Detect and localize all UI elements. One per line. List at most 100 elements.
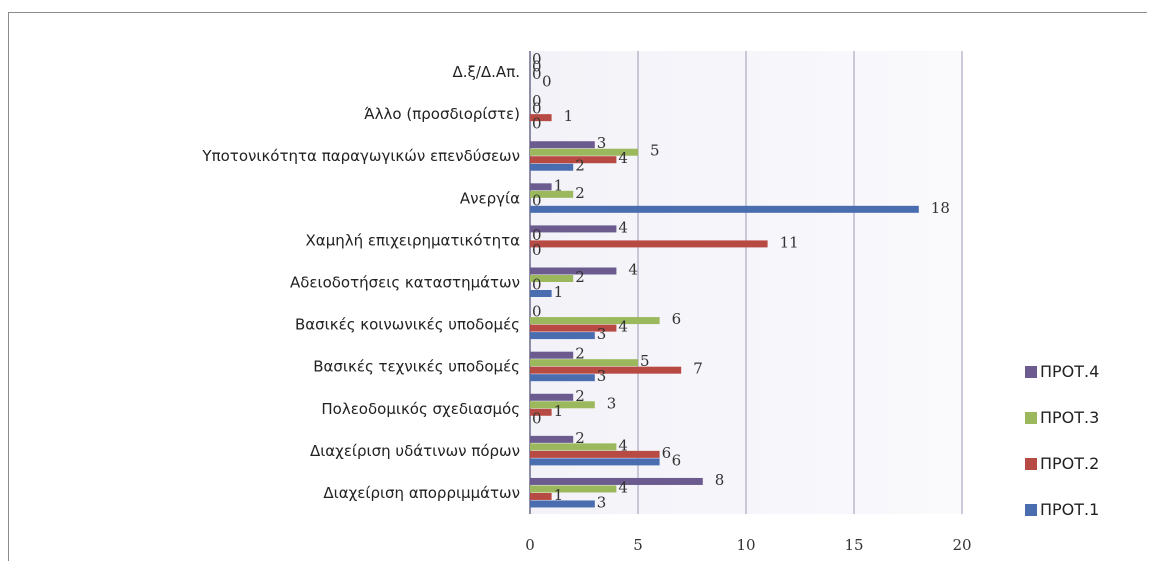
bar <box>530 141 595 149</box>
data-label: 2 <box>575 157 585 175</box>
data-label: 0 <box>532 50 542 68</box>
legend-label: ΠΡΟΤ.4 <box>1040 362 1099 381</box>
legend-entry: ΠΡΟΤ.2 <box>1025 454 1099 473</box>
category-label: Αδειοδοτήσεις καταστημάτων <box>290 274 520 292</box>
category-label: Ανεργία <box>460 189 520 207</box>
bar <box>530 205 919 213</box>
data-label: 0 <box>532 65 542 83</box>
data-label: 0 <box>542 73 552 91</box>
bar <box>530 458 660 466</box>
bar <box>530 351 574 359</box>
data-label: 2 <box>575 387 585 405</box>
bar <box>530 275 574 282</box>
bar <box>530 332 595 340</box>
bar <box>530 225 617 233</box>
data-label: 4 <box>618 149 628 167</box>
data-label: 5 <box>650 142 660 160</box>
data-label: 7 <box>693 360 703 378</box>
legend-label: ΠΡΟΤ.2 <box>1040 454 1099 473</box>
bar <box>530 190 574 198</box>
bar <box>530 443 617 451</box>
bar <box>530 183 552 191</box>
bar <box>530 374 595 382</box>
bar <box>530 156 617 164</box>
bar <box>530 492 552 500</box>
data-label: 3 <box>597 367 607 385</box>
legend-entry: ΠΡΟΤ.4 <box>1025 362 1099 381</box>
data-label: 0 <box>532 191 542 209</box>
legend-label: ΠΡΟΤ.3 <box>1040 408 1099 427</box>
data-label: 0 <box>532 276 542 294</box>
data-label: 1 <box>554 486 564 504</box>
bar <box>530 290 552 297</box>
x-tick-label: 20 <box>952 536 971 554</box>
data-label: 0 <box>532 92 542 110</box>
data-label: 2 <box>575 268 585 286</box>
category-label: Χαμηλή επιχειρηματικότητα <box>306 231 521 249</box>
x-tick-label: 10 <box>736 536 755 554</box>
data-label: 3 <box>597 134 607 152</box>
category-label: Πολεοδομικός σχεδιασμός <box>321 400 520 418</box>
bar <box>530 366 682 374</box>
legend-swatch <box>1025 366 1037 378</box>
data-label: 1 <box>564 107 574 125</box>
bar <box>530 435 574 443</box>
data-label: 2 <box>575 345 585 363</box>
bar <box>530 163 574 171</box>
bar <box>530 114 552 122</box>
category-label: Διαχείριση απορριμμάτων <box>323 484 520 502</box>
legend-swatch <box>1025 504 1037 516</box>
data-label: 5 <box>640 352 650 370</box>
category-label: Υποτονικότητα παραγωγικών επενδύσεων <box>201 147 520 165</box>
bar <box>530 148 638 156</box>
data-label: 2 <box>575 429 585 447</box>
bar <box>530 324 617 332</box>
data-label: 0 <box>532 409 542 427</box>
data-label: 11 <box>780 233 799 251</box>
data-label: 0 <box>532 115 542 133</box>
data-label: 4 <box>618 436 628 454</box>
legend-entry: ΠΡΟΤ.3 <box>1025 408 1099 427</box>
bar <box>530 267 617 275</box>
x-tick-label: 5 <box>633 536 643 554</box>
bar <box>530 359 638 367</box>
data-label: 3 <box>607 394 617 412</box>
legend-label: ΠΡΟΤ.1 <box>1040 500 1099 519</box>
bar <box>530 477 703 485</box>
legend-swatch <box>1025 412 1037 424</box>
data-label: 0 <box>532 226 542 244</box>
data-label: 4 <box>618 478 628 496</box>
data-label: 0 <box>532 100 542 118</box>
x-tick-label: 15 <box>844 536 863 554</box>
category-label: Δ.ξ/Δ.Απ. <box>452 63 520 81</box>
category-label: Διαχείριση υδάτινων πόρων <box>310 442 520 460</box>
data-label: 3 <box>597 325 607 343</box>
data-label: 1 <box>554 176 564 194</box>
bar <box>530 401 595 409</box>
data-label: 0 <box>532 303 542 321</box>
bar-chart: Διαχείριση απορριμμάτων Διαχείριση υδάτιν… <box>201 50 1099 554</box>
category-label: Βασικές κοινωνικές υποδομές <box>295 316 520 334</box>
bar <box>530 393 574 401</box>
data-label: 8 <box>715 471 725 489</box>
bar <box>530 485 617 493</box>
data-label: 0 <box>532 58 542 76</box>
data-label: 1 <box>554 283 564 301</box>
data-label: 18 <box>931 199 950 217</box>
bar <box>530 317 660 325</box>
bar <box>530 408 552 416</box>
data-label: 0 <box>532 241 542 259</box>
data-label: 6 <box>662 444 672 462</box>
category-label: Άλλο (προσδιορίστε) <box>364 105 520 123</box>
bar <box>530 240 768 248</box>
data-label: 4 <box>618 218 628 236</box>
chart-frame: Διαχείριση απορριμμάτων Διαχείριση υδάτιν… <box>8 12 1147 561</box>
legend-entry: ΠΡΟΤ.1 <box>1025 500 1099 519</box>
x-tick-label: 0 <box>525 536 535 554</box>
data-label: 6 <box>672 310 682 328</box>
bar <box>530 450 660 458</box>
data-label: 1 <box>554 402 564 420</box>
legend-swatch <box>1025 458 1037 470</box>
category-label: Βασικές τεχνικές υποδομές <box>313 358 520 376</box>
data-label: 4 <box>628 261 638 279</box>
